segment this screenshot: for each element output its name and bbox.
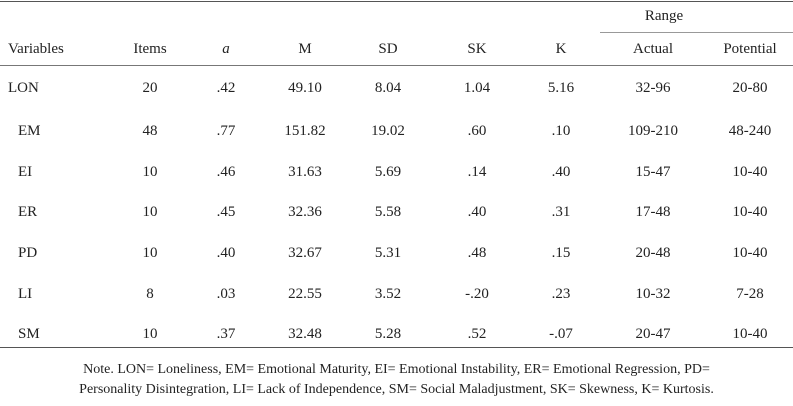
cell-kurtosis: .10 <box>551 123 571 139</box>
cell-range-potential: 20-80 <box>732 80 768 96</box>
cell-range-actual: 17-48 <box>635 204 671 220</box>
cell-range-potential: 10-40 <box>732 326 768 342</box>
cell-variable: EM <box>18 123 41 139</box>
cell-items: 48 <box>142 123 158 139</box>
cell-variable: SM <box>18 326 40 342</box>
cell-range-potential: 7-28 <box>736 286 764 302</box>
header-actual: Actual <box>633 41 673 57</box>
cell-sd: 5.69 <box>374 164 402 180</box>
cell-sd: 5.58 <box>374 204 402 220</box>
table-note: Note. LON= Loneliness, EM= Emotional Mat… <box>0 360 793 400</box>
cell-range-actual: 32-96 <box>635 80 671 96</box>
cell-mean: 32.67 <box>288 245 322 261</box>
cell-items: 10 <box>142 204 158 220</box>
cell-skewness: .60 <box>467 123 487 139</box>
range-group-rule <box>600 32 793 33</box>
cell-items: 8 <box>146 286 154 302</box>
cell-variable: LI <box>18 286 33 302</box>
cell-sd: 19.02 <box>371 123 405 139</box>
cell-range-potential: 48-240 <box>728 123 772 139</box>
cell-mean: 151.82 <box>284 123 326 139</box>
cell-mean: 49.10 <box>288 80 322 96</box>
cell-kurtosis: 5.16 <box>547 80 575 96</box>
cell-alpha: .42 <box>216 80 236 96</box>
cell-kurtosis: .31 <box>551 204 571 220</box>
cell-variable: PD <box>18 245 38 261</box>
cell-range-actual: 109-210 <box>628 123 678 139</box>
header-rule <box>0 65 793 66</box>
cell-kurtosis: -.07 <box>549 326 573 342</box>
cell-kurtosis: .23 <box>551 286 571 302</box>
cell-skewness: 1.04 <box>463 80 491 96</box>
cell-mean: 32.36 <box>288 204 322 220</box>
cell-range-potential: 10-40 <box>732 164 768 180</box>
cell-alpha: .03 <box>216 286 236 302</box>
cell-range-actual: 10-32 <box>635 286 671 302</box>
cell-range-actual: 20-48 <box>635 245 671 261</box>
cell-alpha: .46 <box>216 164 236 180</box>
table-bottom-rule <box>0 347 793 348</box>
cell-skewness: .40 <box>467 204 487 220</box>
cell-skewness: .48 <box>467 245 487 261</box>
cell-alpha: .77 <box>216 123 236 139</box>
cell-kurtosis: .40 <box>551 164 571 180</box>
cell-variable: ER <box>18 204 38 220</box>
cell-range-potential: 10-40 <box>732 204 768 220</box>
cell-mean: 32.48 <box>288 326 322 342</box>
table-top-rule <box>0 1 793 2</box>
cell-mean: 22.55 <box>288 286 322 302</box>
header-alpha: a <box>222 41 230 57</box>
cell-kurtosis: .15 <box>551 245 571 261</box>
cell-sd: 8.04 <box>374 80 402 96</box>
header-variables: Variables <box>8 41 64 57</box>
header-sd: SD <box>378 41 398 57</box>
cell-sd: 5.28 <box>374 326 402 342</box>
cell-alpha: .40 <box>216 245 236 261</box>
cell-mean: 31.63 <box>288 164 322 180</box>
cell-items: 20 <box>142 80 158 96</box>
cell-alpha: .45 <box>216 204 236 220</box>
header-skewness: SK <box>467 41 487 57</box>
cell-skewness: .52 <box>467 326 487 342</box>
header-potential: Potential <box>723 41 777 57</box>
cell-items: 10 <box>142 326 158 342</box>
cell-items: 10 <box>142 245 158 261</box>
cell-range-potential: 10-40 <box>732 245 768 261</box>
cell-range-actual: 15-47 <box>635 164 671 180</box>
header-kurtosis: K <box>555 41 567 57</box>
cell-items: 10 <box>142 164 158 180</box>
cell-skewness: .14 <box>467 164 487 180</box>
cell-range-actual: 20-47 <box>635 326 671 342</box>
cell-alpha: .37 <box>216 326 236 342</box>
cell-sd: 5.31 <box>374 245 402 261</box>
note-line-1: Note. LON= Loneliness, EM= Emotional Mat… <box>83 362 710 377</box>
cell-variable: EI <box>18 164 33 180</box>
cell-variable: LON <box>8 80 39 96</box>
note-line-2: Personality Disintegration, LI= Lack of … <box>79 382 714 397</box>
range-group-label: Range <box>644 8 684 24</box>
header-items: Items <box>133 41 167 57</box>
cell-skewness: -.20 <box>465 286 489 302</box>
header-mean: M <box>298 41 312 57</box>
cell-sd: 3.52 <box>374 286 402 302</box>
